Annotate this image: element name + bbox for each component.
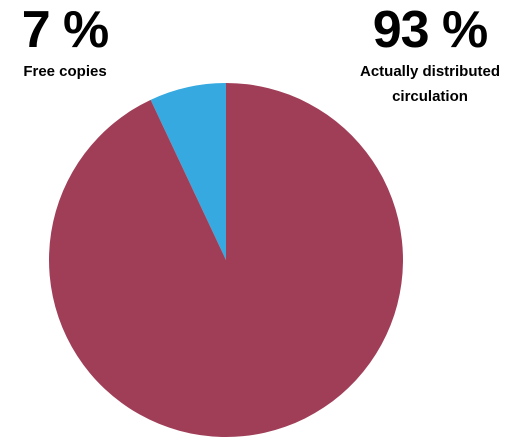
free-copies-caption: Free copies — [23, 63, 107, 80]
free-copies-percent: 7 % — [21, 1, 110, 59]
distributed-circulation-caption-line2: circulation — [392, 88, 468, 105]
distributed-circulation-caption-line1: Actually distributed — [359, 63, 501, 80]
free-copies-label: 7 % Free copies — [0, 4, 130, 81]
distributed-circulation-label: 93 % Actually distributed circulation — [330, 4, 527, 106]
distributed-circulation-percent: 93 % — [372, 1, 489, 59]
pie-slice-free-copies — [150, 83, 226, 260]
pie-slice-distributed-circulation — [48, 83, 404, 437]
